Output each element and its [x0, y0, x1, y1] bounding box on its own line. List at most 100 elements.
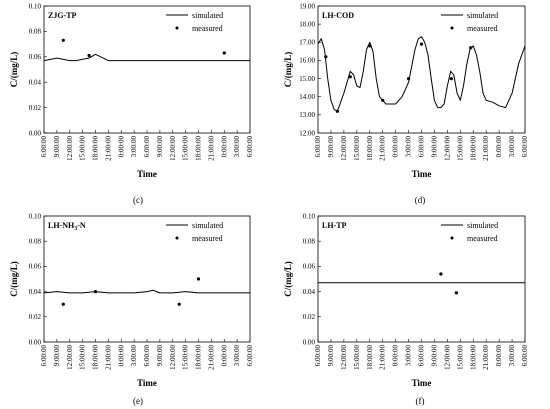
legend-label-measured: measured	[467, 234, 498, 243]
x-tick-label: 0:00:00	[220, 345, 228, 367]
x-tick-label: 21:00:00	[104, 345, 112, 370]
legend-marker-measured	[450, 236, 454, 240]
y-axis-title: C/(mg/L)	[283, 261, 293, 297]
x-tick-label: 12:00:00	[169, 345, 177, 370]
y-tick-label: 0.10	[303, 212, 316, 220]
y-tick-label: 0.06	[29, 263, 42, 271]
x-tick-label: 12:00:00	[340, 136, 348, 161]
data-point-measured	[449, 77, 453, 81]
x-tick-label: 3:00:00	[130, 345, 138, 367]
legend-marker-measured	[175, 236, 179, 240]
x-tick-label: 3:00:00	[508, 345, 516, 367]
legend-label-measured: measured	[467, 24, 498, 33]
legend-label-simulated: simulated	[467, 221, 498, 230]
x-tick-label: 15:00:00	[353, 345, 361, 370]
x-tick-label: 21:00:00	[207, 345, 215, 370]
x-tick-label: 18:00:00	[195, 345, 203, 370]
x-tick-label: 21:00:00	[482, 136, 490, 161]
x-tick-label: 12:00:00	[66, 345, 74, 370]
y-tick-label: 13.00	[299, 111, 315, 119]
x-tick-label: 6:00:00	[314, 345, 322, 367]
legend-marker-measured	[450, 26, 454, 30]
y-axis-title: C/(mg/L)	[9, 261, 19, 297]
panel-d: 12.00 13.00 14.00 15.00 16.00 17.00 18.00 19.00…	[283, 2, 529, 205]
x-tick-label: 18:00:00	[195, 136, 203, 161]
panel-c: 0.00 0.02 0.04 0.06 0.08 0.10 6:00:00 9:00:00 12…	[9, 2, 254, 205]
y-tick-label: 15.00	[299, 75, 315, 83]
x-tick-label: 12:00:00	[169, 136, 177, 161]
y-axis-title: C/(mg/L)	[283, 52, 293, 88]
panel-title: LH-NH3-N	[48, 221, 86, 232]
data-point-measured	[324, 55, 328, 59]
y-tick-label: 0.00	[29, 338, 42, 346]
x-tick-label: 6:00:00	[246, 136, 254, 158]
legend-label-simulated: simulated	[192, 221, 223, 230]
data-point-measured	[177, 302, 181, 306]
x-tick-label: 3:00:00	[405, 345, 413, 367]
x-tick-label: 0:00:00	[117, 136, 125, 158]
y-tick-label: 0.10	[29, 2, 42, 10]
y-tick-label: 16.00	[299, 57, 315, 65]
x-tick-label: 9:00:00	[327, 136, 335, 158]
data-point-measured	[93, 290, 98, 294]
legend-label-simulated: simulated	[467, 11, 498, 20]
data-point-measured	[419, 42, 424, 46]
x-tick-label: 15:00:00	[79, 345, 87, 370]
y-tick-label: 0.04	[29, 288, 42, 296]
x-tick-label: 12:00:00	[443, 345, 451, 370]
y-tick-label: 14.00	[299, 93, 315, 101]
panel-title: LH-COD	[322, 11, 354, 20]
data-point-measured	[87, 53, 91, 58]
x-axis-title: Time	[412, 378, 432, 388]
legend-label-measured: measured	[192, 24, 223, 33]
x-tick-label: 6:00:00	[143, 345, 151, 367]
x-tick-label: 9:00:00	[156, 345, 164, 367]
x-tick-label: 6:00:00	[418, 136, 426, 158]
panel-e: 0.00 0.02 0.04 0.06 0.08 0.10 6:00:00 9:00:00 12…	[9, 212, 254, 406]
x-tick-label: 3:00:00	[508, 136, 516, 158]
data-point-measured	[439, 272, 443, 276]
y-tick-label: 0.06	[29, 53, 42, 61]
data-point-measured	[196, 277, 201, 281]
y-tick-label: 0.10	[29, 212, 42, 220]
y-tick-label: 0.02	[29, 104, 42, 112]
x-tick-label: 6:00:00	[40, 345, 48, 367]
x-tick-label: 3:00:00	[233, 345, 241, 367]
x-tick-label: 6:00:00	[521, 345, 529, 367]
x-tick-label: 9:00:00	[53, 345, 61, 367]
panel-f: 0.00 0.02 0.04 0.06 0.08 0.10 6:00:00 9:00:00 12…	[283, 212, 529, 406]
y-tick-label: 0.02	[303, 313, 316, 321]
data-point-measured	[407, 77, 411, 81]
x-tick-label: 9:00:00	[430, 136, 438, 158]
y-tick-label: 0.04	[303, 288, 316, 296]
x-tick-label: 15:00:00	[456, 345, 464, 370]
x-tick-label: 21:00:00	[482, 345, 490, 370]
x-tick-label: 0:00:00	[117, 345, 125, 367]
x-tick-label: 9:00:00	[327, 345, 335, 367]
y-axis-title: C/(mg/L)	[9, 52, 19, 88]
x-tick-label: 3:00:00	[405, 136, 413, 158]
x-tick-label: 18:00:00	[366, 345, 374, 370]
data-point-measured	[469, 46, 473, 50]
x-tick-label: 9:00:00	[430, 345, 438, 367]
x-tick-label: 0:00:00	[495, 345, 503, 367]
x-tick-label: 0:00:00	[495, 136, 503, 158]
x-axis-title: Time	[137, 378, 157, 388]
x-tick-label: 15:00:00	[182, 136, 190, 161]
y-tick-label: 0.08	[29, 28, 42, 36]
panel-caption: (e)	[133, 396, 143, 406]
series-line-simulated	[317, 36, 526, 112]
legend-label-simulated: simulated	[192, 11, 223, 20]
x-axis-title: Time	[412, 169, 432, 179]
legend-marker-measured	[175, 26, 179, 30]
data-point-measured	[222, 51, 226, 55]
x-tick-label: 6:00:00	[40, 136, 48, 158]
x-tick-label: 15:00:00	[79, 136, 87, 161]
x-tick-label: 3:00:00	[130, 136, 138, 158]
x-tick-label: 3:00:00	[233, 136, 241, 158]
panel-title: LH-TP	[322, 221, 347, 230]
x-tick-label: 12:00:00	[340, 345, 348, 370]
series-line-simulated	[43, 289, 250, 294]
y-tick-label: 0.02	[29, 313, 42, 321]
y-tick-label: 0.08	[29, 238, 42, 246]
